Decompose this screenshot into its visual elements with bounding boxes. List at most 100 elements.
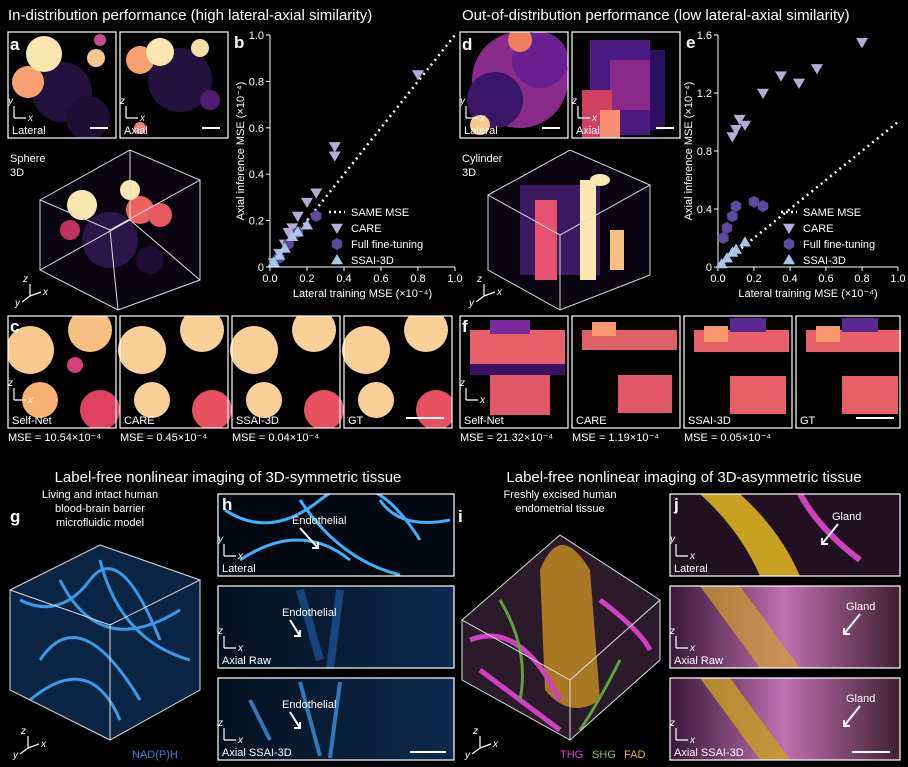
label: x <box>689 551 696 562</box>
label: blood-brain barrier <box>55 503 145 515</box>
point <box>757 200 769 213</box>
axis-arrow <box>21 284 42 303</box>
label: GT <box>348 415 364 427</box>
image-shape <box>816 326 840 342</box>
image-shape <box>797 494 862 563</box>
label: Lateral training MSE (×10⁻⁴) <box>293 288 432 300</box>
label: Endothelial <box>292 515 346 527</box>
image-shape <box>459 31 569 139</box>
image-shape <box>358 382 394 418</box>
point <box>282 228 295 239</box>
image-shape <box>700 678 790 760</box>
legend-marker <box>783 223 795 234</box>
label: x <box>139 113 146 124</box>
label: Axial inference MSE (×10⁻⁴) <box>683 82 695 221</box>
label: In-distribution performance (high latera… <box>8 7 372 24</box>
label: Axial SSAI-3D <box>222 747 292 759</box>
label: CARE <box>351 223 382 235</box>
label: Lateral <box>674 563 708 575</box>
image-shape <box>618 375 672 413</box>
label: Full fine-tuning <box>803 239 875 251</box>
label: e <box>686 33 695 52</box>
label: Sphere <box>10 153 45 165</box>
label: microfluidic model <box>56 517 144 529</box>
image-shape <box>12 66 44 98</box>
image-shape <box>470 330 565 364</box>
image-shape <box>8 544 202 741</box>
label: Living and intact human <box>42 489 158 501</box>
image-c <box>8 316 452 428</box>
axis-arrow <box>675 544 688 557</box>
image-shape <box>508 32 532 52</box>
label: d <box>462 35 472 54</box>
image-shape <box>67 357 83 373</box>
image-shape <box>10 545 200 740</box>
frames-h <box>217 493 455 761</box>
image-shape <box>600 110 620 138</box>
image-shape <box>467 72 523 128</box>
same-mse-line <box>717 121 899 268</box>
label: 0.2 <box>746 273 761 285</box>
label: FAD <box>624 749 645 761</box>
point <box>311 209 322 222</box>
image-shape <box>217 585 455 669</box>
legend-marker <box>331 238 343 250</box>
label: y <box>217 534 224 545</box>
label: Cylinder <box>462 153 503 165</box>
label: 0.4 <box>249 169 264 181</box>
label: y <box>669 534 676 545</box>
label: SHG <box>592 749 616 761</box>
point <box>286 230 299 242</box>
axis-arrow <box>223 728 236 741</box>
image-shape <box>60 220 80 240</box>
image-shape <box>192 390 232 428</box>
label: NAD(P)H <box>132 749 178 761</box>
image-shape <box>296 588 344 669</box>
image-shape <box>670 678 900 760</box>
point <box>730 200 742 213</box>
label: z <box>472 726 478 737</box>
label: 0.8 <box>249 76 264 88</box>
label: x <box>237 643 244 654</box>
legend-marker <box>331 254 343 265</box>
image-shape <box>843 705 861 727</box>
axis-arrow <box>19 736 40 755</box>
image-shape <box>610 60 650 110</box>
label: 0.0 <box>710 273 725 285</box>
label: Axial Raw <box>674 655 723 667</box>
label: x <box>496 287 503 298</box>
sphere-volume <box>38 149 202 311</box>
image-shape <box>292 316 336 352</box>
image-shape <box>134 382 170 418</box>
label: Label-free nonlinear imaging of 3D-symme… <box>55 469 402 486</box>
image-shape <box>669 493 901 577</box>
label: f <box>462 317 468 336</box>
label: Lateral <box>12 125 46 137</box>
label: Axial <box>576 125 600 137</box>
image-shape <box>842 318 878 332</box>
image-shape <box>843 613 861 635</box>
image-shape <box>571 31 681 139</box>
label: MSE = 0.05×10⁻⁴ <box>684 432 771 444</box>
label: Lateral <box>222 563 256 575</box>
label: z <box>20 726 26 737</box>
image-shape <box>119 315 229 429</box>
point <box>328 151 341 162</box>
axis-arrow <box>125 106 138 119</box>
label: 3D <box>10 167 24 179</box>
image-shape <box>842 376 898 414</box>
image-shape <box>246 382 282 418</box>
image-shape <box>68 316 112 352</box>
point <box>739 236 751 247</box>
label: SSAI-3D <box>803 255 846 267</box>
axis-arrow <box>675 636 688 649</box>
label: x <box>27 395 34 406</box>
frames-c <box>7 31 453 429</box>
image-shape <box>592 322 616 336</box>
label: 0.4 <box>782 273 797 285</box>
image-shape <box>704 326 728 342</box>
label: SSAI-3D <box>236 415 279 427</box>
label: Endothelial <box>282 699 336 711</box>
